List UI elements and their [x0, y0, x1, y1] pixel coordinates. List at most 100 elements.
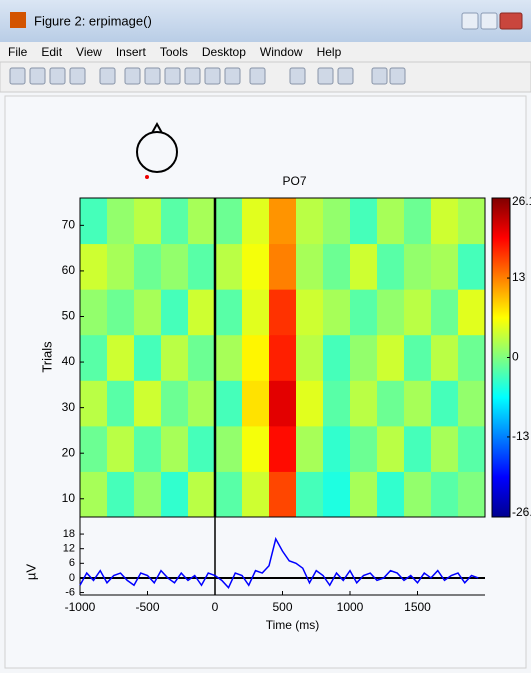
heat-cell: [161, 471, 189, 518]
heat-cell: [134, 243, 162, 290]
heat-cell: [215, 425, 243, 472]
heat-cell: [242, 243, 270, 290]
heat-cell: [269, 425, 297, 472]
heat-cell: [296, 471, 324, 518]
menu-item[interactable]: Edit: [41, 45, 62, 59]
y-tick-label: 30: [62, 400, 76, 414]
heat-cell: [404, 289, 432, 336]
heat-cell: [161, 243, 189, 290]
maximize-button[interactable]: [480, 12, 498, 30]
y-tick-label: 70: [62, 218, 76, 232]
x-tick-label: 1500: [404, 600, 431, 614]
heat-cell: [350, 471, 378, 518]
heat-cell: [242, 380, 270, 427]
tool-button[interactable]: [204, 67, 221, 85]
menu-item[interactable]: View: [76, 45, 102, 59]
heat-cell: [323, 334, 351, 381]
heat-cell: [350, 198, 378, 245]
tool-button[interactable]: [9, 67, 26, 85]
heat-cell: [161, 425, 189, 472]
tool-button[interactable]: [49, 67, 66, 85]
erp-line: [79, 536, 479, 590]
colorbar-tick-label: -13: [512, 429, 530, 443]
tool-button[interactable]: [164, 67, 181, 85]
menu-bar: [0, 42, 531, 62]
heat-cell: [323, 471, 351, 518]
heat-cell: [377, 425, 405, 472]
menu-item[interactable]: Help: [317, 45, 342, 59]
y-tick-label: 18: [63, 528, 75, 540]
heat-cell: [215, 198, 243, 245]
menu-item[interactable]: Desktop: [202, 45, 246, 59]
tool-button[interactable]: [144, 67, 161, 85]
tool-button[interactable]: [124, 67, 141, 85]
tool-button[interactable]: [99, 67, 116, 85]
heat-cell: [431, 380, 459, 427]
heat-cell: [80, 334, 108, 381]
menu-item[interactable]: Window: [260, 45, 303, 59]
tool-button[interactable]: [224, 67, 241, 85]
heat-cell: [431, 198, 459, 245]
heat-cell: [107, 289, 135, 336]
heat-cell: [269, 380, 297, 427]
heat-cell: [458, 334, 486, 381]
y-tick-label: 60: [62, 263, 76, 277]
x-tick-label: 0: [212, 600, 219, 614]
heat-cell: [458, 198, 486, 245]
heat-cell: [188, 198, 216, 245]
heat-cell: [350, 243, 378, 290]
menu-item[interactable]: Tools: [160, 45, 188, 59]
heat-cell: [377, 334, 405, 381]
heat-cell: [431, 243, 459, 290]
heat-cell: [350, 334, 378, 381]
heat-cell: [404, 380, 432, 427]
heat-cell: [350, 425, 378, 472]
heat-cell: [431, 471, 459, 518]
heat-cell: [323, 425, 351, 472]
minimize-button[interactable]: [461, 12, 479, 30]
tool-button[interactable]: [317, 67, 334, 85]
y-axis-label: Trials: [39, 341, 54, 373]
heat-cell: [161, 334, 189, 381]
tool-button[interactable]: [289, 67, 306, 85]
heat-cell: [323, 198, 351, 245]
close-button[interactable]: [499, 12, 523, 30]
heat-cell: [377, 380, 405, 427]
heat-cell: [188, 471, 216, 518]
y-tick-label: 40: [62, 354, 76, 368]
heat-cell: [404, 471, 432, 518]
heat-cell: [296, 334, 324, 381]
heat-cell: [458, 471, 486, 518]
heat-cell: [215, 471, 243, 518]
tool-button[interactable]: [389, 67, 406, 85]
colorbar-tick-label: 0: [512, 350, 519, 364]
heat-cell: [242, 198, 270, 245]
x-tick-label: -1000: [65, 600, 96, 614]
electrode: [145, 175, 149, 179]
heat-cell: [242, 334, 270, 381]
heat-cell: [215, 243, 243, 290]
menu-item[interactable]: Insert: [116, 45, 147, 59]
heat-cell: [107, 471, 135, 518]
tool-button[interactable]: [337, 67, 354, 85]
y-axis-label: µV: [23, 564, 38, 580]
heat-cell: [377, 198, 405, 245]
heat-cell: [80, 380, 108, 427]
tool-button[interactable]: [249, 67, 266, 85]
heat-cell: [377, 243, 405, 290]
heat-cell: [80, 243, 108, 290]
heat-cell: [323, 289, 351, 336]
heat-cell: [107, 334, 135, 381]
colorbar-tick-label: 26.1: [512, 194, 531, 208]
y-tick-label: 0: [69, 572, 75, 584]
tool-button[interactable]: [184, 67, 201, 85]
menu-item[interactable]: File: [8, 45, 28, 59]
heat-cell: [80, 425, 108, 472]
heat-cell: [215, 334, 243, 381]
tool-button[interactable]: [69, 67, 86, 85]
tool-button[interactable]: [29, 67, 46, 85]
heat-cell: [107, 425, 135, 472]
tool-button[interactable]: [371, 67, 388, 85]
heat-cell: [80, 198, 108, 245]
